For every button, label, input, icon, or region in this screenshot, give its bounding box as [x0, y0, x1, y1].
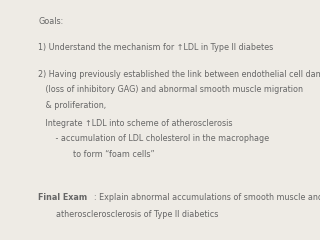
Text: Final Exam: Final Exam	[38, 193, 88, 202]
Text: Goals:: Goals:	[38, 17, 64, 26]
Text: (loss of inhibitory GAG) and abnormal smooth muscle migration: (loss of inhibitory GAG) and abnormal sm…	[38, 85, 303, 94]
Text: atherosclerosclerosis of Type II diabetics: atherosclerosclerosis of Type II diabeti…	[56, 210, 218, 219]
Text: 1) Understand the mechanism for ↑LDL in Type II diabetes: 1) Understand the mechanism for ↑LDL in …	[38, 43, 274, 52]
Text: - accumulation of LDL cholesterol in the macrophage: - accumulation of LDL cholesterol in the…	[38, 134, 269, 144]
Text: to form “foam cells”: to form “foam cells”	[38, 150, 155, 159]
Text: 2) Having previously established the link between endothelial cell damage: 2) Having previously established the lin…	[38, 70, 320, 79]
Text: & proliferation,: & proliferation,	[38, 101, 107, 110]
Text: : Explain abnormal accumulations of smooth muscle and lipid in: : Explain abnormal accumulations of smoo…	[94, 193, 320, 202]
Text: Integrate ↑LDL into scheme of atherosclerosis: Integrate ↑LDL into scheme of atheroscle…	[38, 119, 233, 128]
